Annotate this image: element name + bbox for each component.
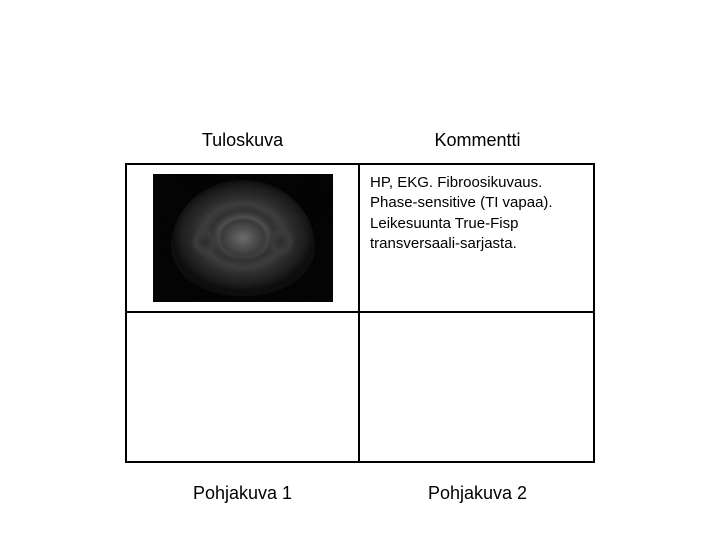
data-grid: HP, EKG. Fibroosikuvaus. Phase-sensitive… [125, 163, 595, 463]
footer-pohjakuva-2: Pohjakuva 2 [360, 483, 595, 504]
comment-text: HP, EKG. Fibroosikuvaus. Phase-sensitive… [370, 174, 553, 252]
table-row: HP, EKG. Fibroosikuvaus. Phase-sensitive… [127, 165, 593, 313]
column-footers: Pohjakuva 1 Pohjakuva 2 [125, 483, 595, 504]
comment-cell-empty [360, 313, 593, 461]
layout-container: Tuloskuva Kommentti HP, EKG. Fibroosikuv… [125, 130, 595, 504]
mri-scan-image [153, 174, 333, 302]
header-tuloskuva: Tuloskuva [125, 130, 360, 151]
image-cell [127, 165, 360, 311]
column-headers: Tuloskuva Kommentti [125, 130, 595, 151]
table-row [127, 313, 593, 461]
footer-pohjakuva-1: Pohjakuva 1 [125, 483, 360, 504]
comment-cell: HP, EKG. Fibroosikuvaus. Phase-sensitive… [360, 165, 593, 311]
image-cell-empty [127, 313, 360, 461]
header-kommentti: Kommentti [360, 130, 595, 151]
